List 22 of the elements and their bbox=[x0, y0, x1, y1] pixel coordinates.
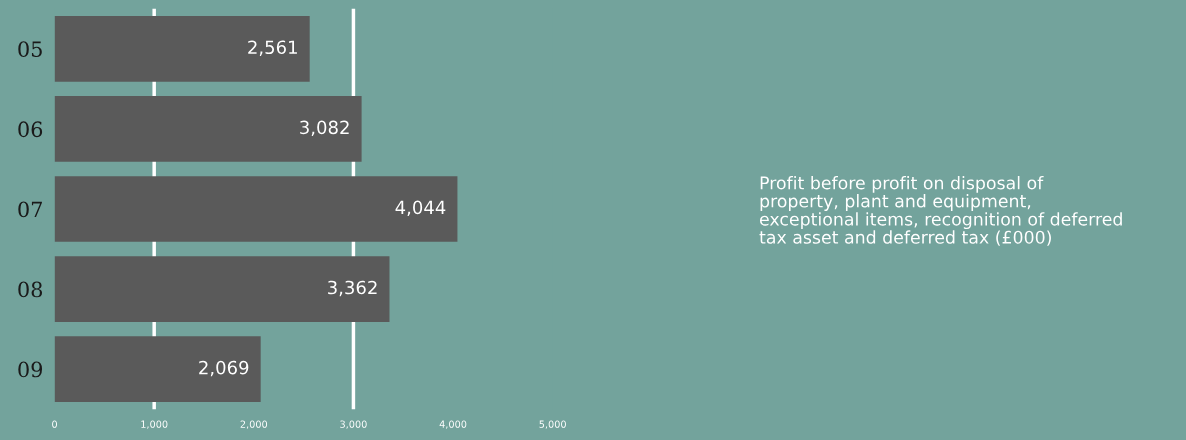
data-label: 3,362 bbox=[328, 280, 377, 297]
bar bbox=[54, 16, 310, 82]
bar bbox=[54, 176, 458, 242]
x-tick-label: 1,000 bbox=[141, 420, 168, 429]
data-label: 2,561 bbox=[248, 40, 297, 56]
y-tick-label: 07 bbox=[18, 201, 42, 218]
data-label: 3,082 bbox=[300, 120, 349, 136]
bar bbox=[54, 336, 261, 402]
text: Profit before profit on disposal of property, plant and equipment, exceptional items, recognition of deferred tax asset and deferred tax (£000) bbox=[759, 176, 1122, 246]
y-tick-label: 05 bbox=[18, 41, 42, 58]
y-tick-label: 06 bbox=[18, 121, 43, 138]
x-tick-label: 5,000 bbox=[539, 420, 566, 429]
y-tick-label: 09 bbox=[18, 361, 43, 378]
x-tick-label: 3,000 bbox=[340, 420, 367, 429]
x-tick-label: 2,000 bbox=[240, 420, 268, 429]
x-tick-label: 4,000 bbox=[439, 420, 467, 429]
x-tick-label: 0 bbox=[52, 420, 57, 428]
y-tick-label: 08 bbox=[18, 281, 43, 298]
bar bbox=[54, 256, 390, 322]
data-label: 2,069 bbox=[199, 360, 249, 377]
data-label: 4,044 bbox=[395, 200, 446, 217]
bar bbox=[54, 96, 362, 162]
